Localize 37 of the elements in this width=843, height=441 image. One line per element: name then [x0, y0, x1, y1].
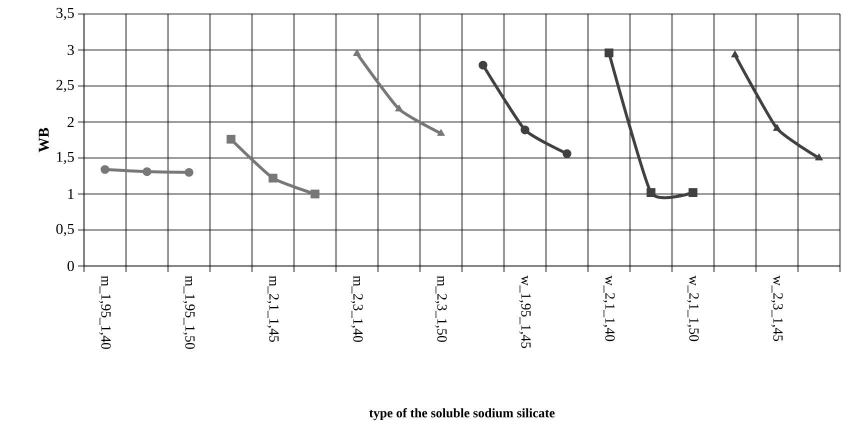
- point: [604, 48, 614, 58]
- x-tick-label: w_2,3_1,45: [771, 276, 783, 342]
- y-tick-label: 1,5: [57, 152, 74, 164]
- point: [395, 104, 403, 112]
- point: [773, 124, 781, 131]
- point: [310, 190, 320, 198]
- y-axis-title: WB: [38, 128, 49, 152]
- x-tick-label: m_1,95_1,50: [183, 276, 195, 349]
- point: [437, 129, 445, 136]
- y-tick-label: 2,5: [56, 80, 74, 92]
- point: [353, 49, 361, 56]
- x-tick-label: w_2,1_1,50: [687, 276, 699, 342]
- point: [646, 188, 656, 197]
- y-tick-label: 1: [68, 189, 74, 199]
- x-axis-title: type of the soluble sodium silicate: [369, 408, 555, 420]
- y-tick-label: 3,5: [56, 8, 74, 20]
- point: [268, 174, 278, 183]
- point: [100, 165, 110, 174]
- y-tick-label: 2: [68, 117, 74, 127]
- x-tick-label: m_2,1_1,45: [267, 276, 279, 342]
- x-tick-label: m_1,95_1,40: [99, 276, 111, 349]
- point: [815, 154, 823, 160]
- x-tick-label: w_1,95_1,45: [519, 276, 531, 348]
- x-tick-label: w_2,1_1,40: [603, 276, 615, 342]
- y-tick-label: 0,5: [56, 224, 74, 236]
- x-tick-label: m_2,3_1,40: [351, 276, 363, 342]
- point: [562, 149, 572, 158]
- x-tick-label: m_2,3_1,50: [435, 276, 447, 342]
- y-tick-label: 3: [68, 44, 74, 56]
- point: [226, 134, 236, 144]
- point: [184, 168, 194, 177]
- point: [142, 167, 152, 176]
- y-tick-label: 0: [68, 260, 74, 272]
- point: [520, 126, 530, 134]
- point: [688, 188, 698, 197]
- point: [731, 50, 739, 58]
- point: [478, 60, 488, 70]
